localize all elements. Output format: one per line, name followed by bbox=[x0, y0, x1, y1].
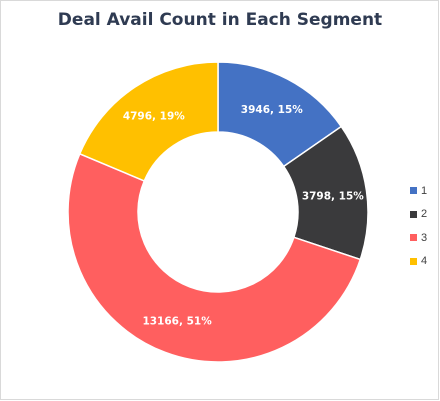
legend-item-1: 1 bbox=[410, 179, 427, 203]
legend: 1 2 3 4 bbox=[410, 179, 427, 273]
legend-swatch-1 bbox=[410, 187, 417, 195]
legend-item-3: 3 bbox=[410, 226, 427, 250]
legend-label-1: 1 bbox=[421, 184, 428, 197]
legend-swatch-3 bbox=[410, 234, 417, 242]
data-label-3: 13166, 51% bbox=[142, 316, 212, 328]
data-label-4: 4796, 19% bbox=[123, 110, 185, 122]
data-labels: 3946, 15% 3798, 15% 13166, 51% 4796, 19% bbox=[123, 104, 364, 327]
donut-slices bbox=[67, 61, 369, 363]
chart-title: Deal Avail Count in Each Segment bbox=[57, 10, 383, 30]
data-label-1: 3946, 15% bbox=[241, 104, 303, 116]
legend-item-4: 4 bbox=[410, 250, 427, 274]
legend-label-4: 4 bbox=[421, 255, 428, 268]
legend-label-3: 3 bbox=[421, 231, 428, 244]
donut-slice-4 bbox=[78, 61, 219, 182]
legend-label-2: 2 bbox=[421, 208, 428, 221]
legend-item-2: 2 bbox=[410, 203, 427, 227]
data-label-2: 3798, 15% bbox=[302, 191, 364, 203]
legend-swatch-4 bbox=[410, 257, 417, 265]
donut-slice-3 bbox=[67, 152, 362, 363]
legend-swatch-2 bbox=[410, 210, 417, 218]
